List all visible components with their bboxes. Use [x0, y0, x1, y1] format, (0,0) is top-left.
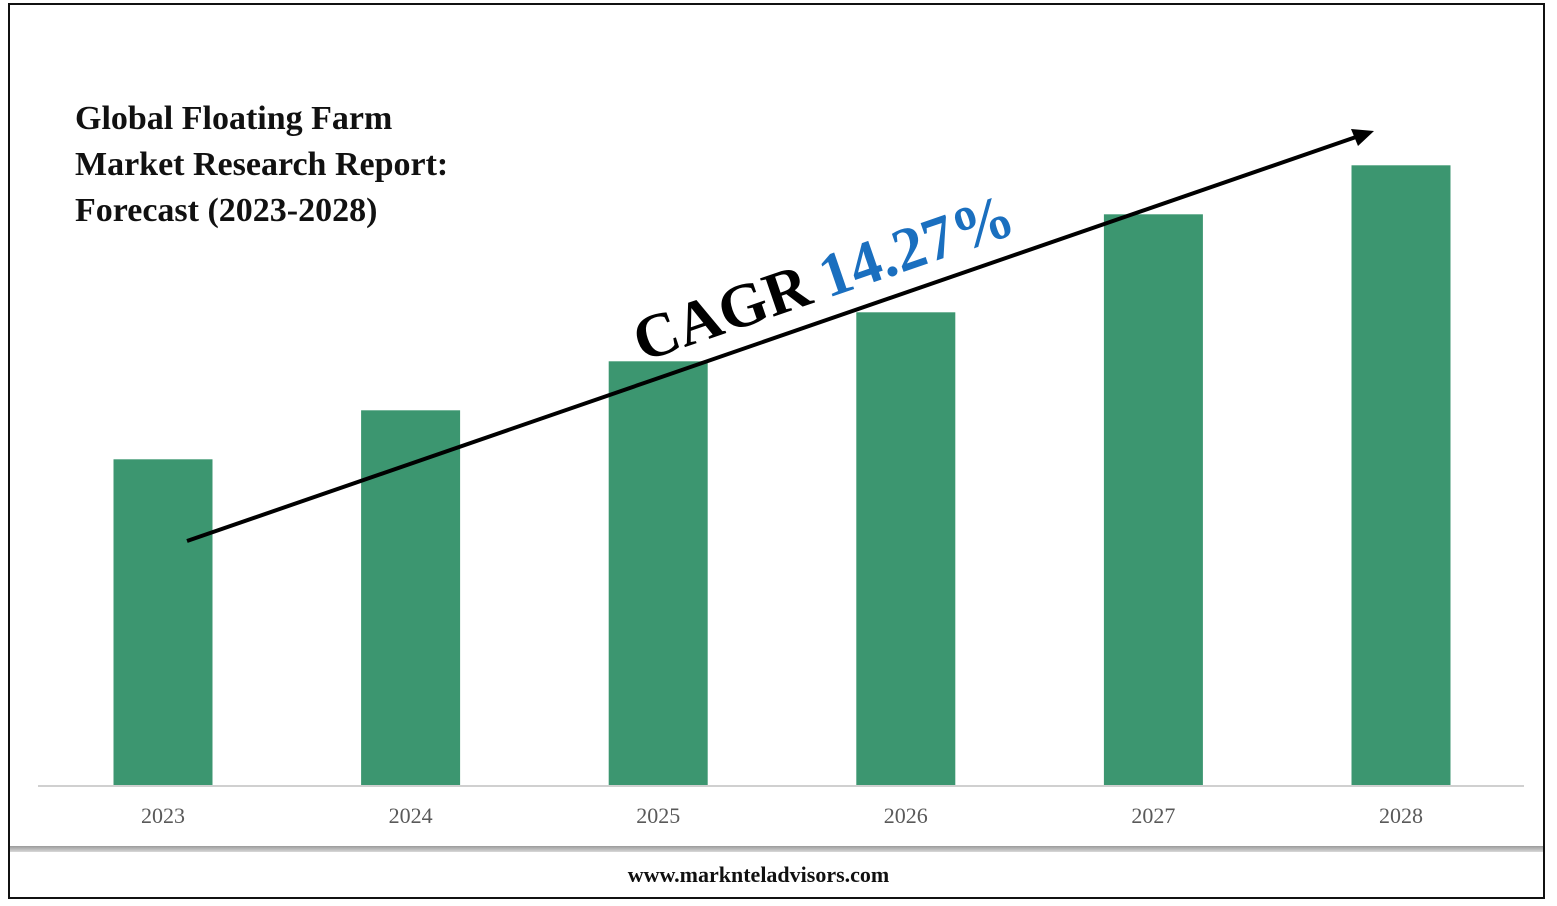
x-tick-label-2026: 2026 — [884, 803, 928, 828]
bar-group — [113, 165, 1451, 787]
x-tick-label-2024: 2024 — [389, 803, 433, 828]
chart-title-line-2: Market Research Report: — [75, 146, 449, 183]
arrow-head-icon — [1351, 129, 1374, 146]
bar-2026 — [856, 312, 956, 786]
x-tick-label-2028: 2028 — [1379, 803, 1423, 828]
bar-2025 — [608, 361, 708, 786]
footer-divider — [10, 846, 1543, 852]
cagr-trend-arrow — [186, 129, 1374, 543]
bar-2023 — [113, 459, 213, 786]
x-tick-label-2027: 2027 — [1131, 803, 1175, 828]
x-tick-label-2023: 2023 — [141, 803, 185, 828]
trend-line — [186, 135, 1357, 543]
bar-2024 — [361, 410, 461, 786]
bar-2027 — [1103, 214, 1203, 787]
cagr-annotation: CAGR14.27% — [624, 181, 1023, 375]
x-axis-labels: 2023 2024 2025 2026 2027 2028 — [141, 803, 1423, 828]
bar-2028 — [1351, 165, 1451, 787]
x-tick-label-2025: 2025 — [636, 803, 680, 828]
footer-website: www.marknteladvisors.com — [627, 862, 890, 887]
chart-title: Global Floating Farm Market Research Rep… — [75, 96, 448, 234]
chart-title-line-3: Forecast (2023-2028) — [75, 192, 378, 229]
chart-title-line-1: Global Floating Farm — [75, 100, 393, 137]
cagr-value: 14.27% — [810, 181, 1023, 311]
chart-frame — [8, 3, 1545, 899]
